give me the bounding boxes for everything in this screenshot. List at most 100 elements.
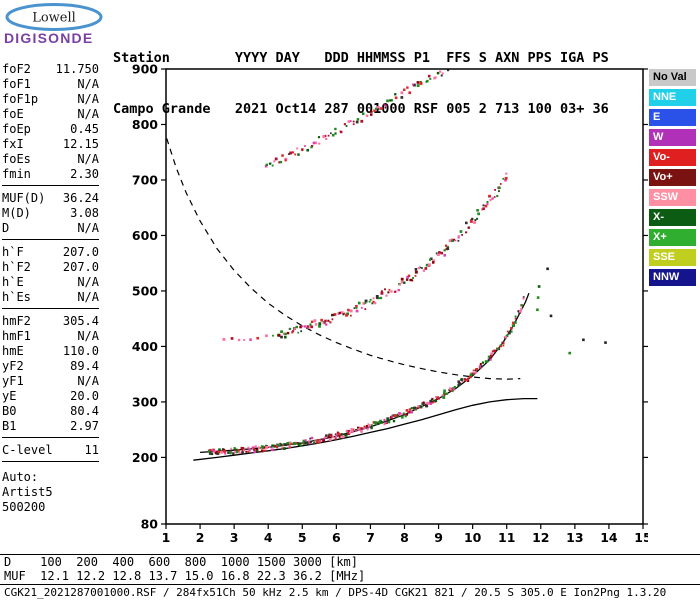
legend-item-nne: NNE [649, 89, 696, 106]
svg-text:400: 400 [132, 339, 158, 354]
param-value: 36.24 [62, 191, 99, 205]
param-row-d: D N/A [2, 221, 99, 236]
legend-item-sse: SSE [649, 249, 696, 266]
param-value: 11.750 [55, 62, 99, 76]
legend-item-no-val: No Val [649, 69, 696, 86]
param-name: foF2 [2, 62, 31, 76]
param-value: 3.08 [70, 206, 99, 220]
param-value: N/A [77, 290, 99, 304]
header-field-values: Campo Grande 2021 Oct14 287 001000 RSF 0… [113, 101, 609, 117]
param-row-h-f2: h`F2 207.0 [2, 260, 99, 275]
param-name: B1 [2, 419, 17, 433]
param-name: foEp [2, 122, 31, 136]
parameter-group: C-level 11 [2, 443, 99, 462]
param-value: 305.4 [62, 314, 99, 328]
logo-digisonde-text: DIGISONDE [4, 30, 93, 46]
logo-lowell-text: Lowell [32, 11, 76, 26]
svg-text:300: 300 [132, 394, 158, 409]
param-value: 207.0 [62, 245, 99, 259]
param-name: h`E [2, 275, 24, 289]
svg-text:80: 80 [141, 517, 159, 532]
param-name: B0 [2, 404, 17, 418]
param-row-b1: B1 2.97 [2, 419, 99, 434]
param-name: yF2 [2, 359, 24, 373]
param-row-ye: yE 20.0 [2, 389, 99, 404]
param-row-h-f: h`F 207.0 [2, 245, 99, 260]
auto-info-line: 500200 [2, 500, 46, 514]
ionogram-plot: 1 2 3 4 5 6 7 8 9 10 11 12 13 14 158020030040050060070… [132, 62, 648, 545]
bottom-info-bar: D 100 200 400 600 800 1000 1500 3000 [km… [0, 554, 700, 600]
param-row-foe: foE N/A [2, 107, 99, 122]
param-name: MUF(D) [2, 191, 46, 205]
param-name: foEs [2, 152, 31, 166]
svg-text:6: 6 [332, 530, 341, 545]
param-name: foF1p [2, 92, 39, 106]
param-value: 89.4 [70, 359, 99, 373]
param-value: 20.0 [70, 389, 99, 403]
param-value: 2.97 [70, 419, 99, 433]
param-row-muf-d-: MUF(D) 36.24 [2, 191, 99, 206]
param-name: hmF1 [2, 329, 31, 343]
header-field-labels: Station YYYY DAY DDD HHMMSS P1 FFS S AXN… [113, 50, 609, 66]
autoscaling-info: Auto: Artist5 500200 [2, 470, 99, 515]
param-name: yF1 [2, 374, 24, 388]
legend-item-x-: X- [649, 209, 696, 226]
param-name: C-level [2, 443, 53, 457]
svg-text:11: 11 [498, 530, 515, 545]
svg-text:9: 9 [434, 530, 443, 545]
svg-text:10: 10 [464, 530, 482, 545]
station-header: Station YYYY DAY DDD HHMMSS P1 FFS S AXN… [113, 16, 609, 152]
parameter-group: hmF2 305.4 hmF1 N/A hmE 110.0 yF2 89.4 yF1 N/A yE 2… [2, 314, 99, 438]
svg-text:12: 12 [532, 530, 549, 545]
param-value: N/A [77, 77, 99, 91]
param-value: 80.4 [70, 404, 99, 418]
param-name: M(D) [2, 206, 31, 220]
parameter-group: MUF(D) 36.24 M(D) 3.08 D N/A [2, 191, 99, 240]
svg-text:800: 800 [132, 117, 158, 132]
param-value: N/A [77, 275, 99, 289]
param-value: N/A [77, 221, 99, 235]
param-row-yf1: yF1 N/A [2, 374, 99, 389]
param-name: fmin [2, 167, 31, 181]
logo-swoosh-ellipse [5, 3, 103, 31]
param-name: h`Es [2, 290, 31, 304]
direction-legend: No Val NNE E W Vo- Vo+ SSW X- X+ SSE NNW [649, 69, 696, 289]
legend-item-vo+: Vo+ [649, 169, 696, 186]
svg-text:700: 700 [132, 172, 158, 187]
svg-text:3: 3 [230, 530, 239, 545]
svg-text:8: 8 [400, 530, 409, 545]
param-row-foes: foEs N/A [2, 152, 99, 167]
param-name: foF1 [2, 77, 31, 91]
param-value: 207.0 [62, 260, 99, 274]
param-value: 0.45 [70, 122, 99, 136]
legend-item-vo-: Vo- [649, 149, 696, 166]
legend-item-w: W [649, 129, 696, 146]
param-name: h`F2 [2, 260, 31, 274]
param-value: 2.30 [70, 167, 99, 181]
param-value: N/A [77, 374, 99, 388]
svg-text:200: 200 [132, 450, 158, 465]
svg-text:4: 4 [264, 530, 273, 545]
svg-text:13: 13 [566, 530, 583, 545]
param-value: 110.0 [62, 344, 99, 358]
param-row-fxi: fxI 12.15 [2, 137, 99, 152]
distance-row: D 100 200 400 600 800 1000 1500 3000 [km… [4, 555, 359, 569]
auto-info-line: Artist5 [2, 485, 53, 499]
lowell-digisonde-logo: Lowell DIGISONDE [4, 3, 103, 46]
parameter-group: h`F 207.0 h`F2 207.0 h`E N/A h`Es N/A [2, 245, 99, 309]
param-row-fof1: foF1 N/A [2, 77, 99, 92]
param-name: h`F [2, 245, 24, 259]
param-row-fof1p: foF1p N/A [2, 92, 99, 107]
parameter-panel: foF2 11.750 foF1 N/A foF1p N/A foE N/A foEp 0.45 f… [2, 62, 99, 515]
legend-item-nnw: NNW [649, 269, 696, 286]
param-value: N/A [77, 92, 99, 106]
muf-row: MUF 12.1 12.2 12.8 13.7 15.0 16.8 22.3 3… [4, 569, 366, 583]
param-row-hme: hmE 110.0 [2, 344, 99, 359]
param-row-fmin: fmin 2.30 [2, 167, 99, 182]
param-row-hmf1: hmF1 N/A [2, 329, 99, 344]
param-name: hmF2 [2, 314, 31, 328]
param-value: N/A [77, 107, 99, 121]
footer-file-info: CGK21_2021287001000.RSF / 284fx51Ch 50 k… [0, 584, 700, 600]
param-name: yE [2, 389, 17, 403]
svg-text:500: 500 [132, 283, 158, 298]
